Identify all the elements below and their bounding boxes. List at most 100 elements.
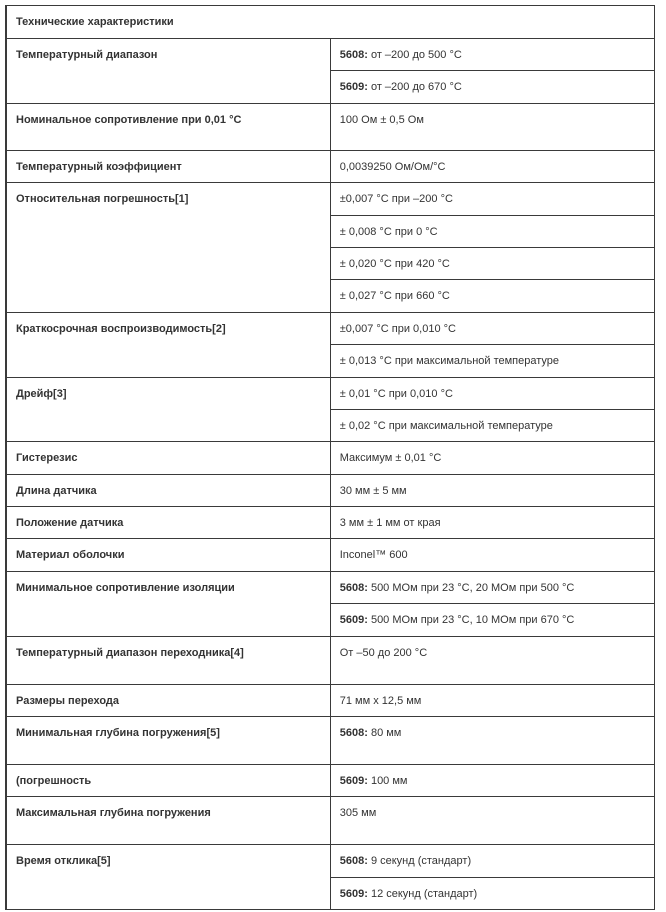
model-prefix: 5608: [339, 581, 368, 594]
spec-label: Гистерезис [4, 441, 331, 475]
value-text: 80 мм [367, 727, 402, 740]
spec-value: 3 мм ± 1 мм от края [329, 506, 656, 540]
value-text: 0,0039250 Ом/Ом/°C [339, 160, 446, 173]
table-row: Номинальное сопротивление при 0,01 °C 100… [4, 102, 656, 151]
value-text: ± 0,013 °C при максимальной температуре [339, 355, 560, 368]
value-text: 500 МОм при 23 °C, 10 МОм при 670 °C [367, 614, 575, 627]
table-row: Относительная погрешность[1] ±0,007 °C пр… [4, 182, 656, 313]
value-text: Максимум ± 0,01 °C [339, 452, 442, 465]
spec-label: Краткосрочная воспроизводимость[2] [4, 311, 331, 378]
spec-value: ± 0,020 °C при 420 °C [329, 246, 656, 281]
table-row: Размеры перехода 71 мм x 12,5 мм [4, 683, 656, 718]
specs-table: Технические характеристики Температурный… [4, 5, 656, 911]
table-row: 5609: 12 секунд (стандарт) [6, 876, 656, 911]
value-text: 305 мм [339, 807, 377, 820]
spec-label: Максимальная глубина погружения [4, 796, 331, 846]
spec-value: 30 мм ± 5 мм [329, 473, 656, 508]
spec-label: Температурный коэффициент [4, 149, 331, 184]
value-text: Inconel™ 600 [339, 549, 408, 562]
table-row: ± 0,027 °C при 660 °C [6, 279, 656, 313]
table-row: Положение датчика 3 мм ± 1 мм от края [4, 506, 656, 540]
spec-value: 5608: 9 секунд (стандарт) [329, 844, 656, 878]
model-prefix: 5608: [339, 49, 368, 61]
spec-value: ±0,007 °C при –200 °C [329, 182, 656, 216]
value-text: ± 0,020 °C при 420 °C [339, 257, 450, 270]
table-row: Максимальная глубина погружения 305 мм [4, 796, 656, 846]
spec-value: Максимум ± 0,01 °C [329, 441, 656, 475]
spec-value: 305 мм [329, 796, 656, 846]
table-row: Гистерезис Максимум ± 0,01 °C [4, 441, 656, 475]
model-prefix: 5609: [339, 775, 368, 788]
table-row: Минимальное сопротивление изоляции 5608: … [4, 570, 656, 637]
spec-label: Время отклика[5] [4, 844, 331, 911]
table-row: Материал оболочки Inconel™ 600 [4, 538, 656, 572]
table-row: 5609: от –200 до 670 °C [6, 70, 656, 104]
value-text: ± 0,027 °C при 660 °C [339, 290, 450, 303]
spec-value: 5608: 80 мм [329, 716, 656, 766]
table-row: Температурный коэффициент 0,0039250 Ом/Ом… [4, 149, 656, 184]
value-text: 9 секунд (стандарт) [367, 855, 472, 868]
spec-value: Inconel™ 600 [329, 538, 656, 572]
model-prefix: 5608: [339, 855, 368, 868]
spec-label: Положение датчика [4, 506, 331, 540]
value-text: ±0,007 °C при 0,010 °C [339, 322, 456, 335]
table-row: Длина датчика 30 мм ± 5 мм [4, 473, 656, 508]
table-row: ± 0,020 °C при 420 °C [6, 246, 656, 281]
spec-label: Номинальное сопротивление при 0,01 °C [4, 102, 331, 151]
spec-label: Относительная погрешность[1] [4, 182, 331, 313]
table-row: Минимальная глубина погружения[5] 5608: 8… [4, 716, 656, 766]
spec-value: 5608: 500 МОм при 23 °C, 20 МОм при 500 … [329, 570, 656, 605]
spec-value: 0,0039250 Ом/Ом/°C [329, 149, 656, 184]
spec-value: 5609: 100 мм [329, 764, 656, 798]
spec-value: 5609: 500 МОм при 23 °C, 10 МОм при 670 … [329, 603, 656, 637]
spec-label: (погрешность [4, 764, 331, 798]
table-row: Дрейф[3] ± 0,01 °C при 0,010 °C [4, 376, 656, 443]
spec-label: Размеры перехода [4, 683, 331, 718]
spec-value: ± 0,027 °C при 660 °C [329, 279, 656, 313]
value-text: 100 мм [367, 775, 408, 788]
spec-value: ± 0,02 °C при максимальной температуре [329, 408, 656, 443]
spec-value: 5608: от –200 до 500 °C [329, 37, 656, 72]
model-prefix: 5609: [339, 614, 368, 627]
model-prefix: 5609: [339, 81, 368, 94]
spec-label: Минимальная глубина погружения[5] [4, 716, 331, 766]
spec-value: 71 мм x 12,5 мм [329, 683, 656, 718]
spec-value: 5609: 12 секунд (стандарт) [329, 876, 656, 911]
table-row: Краткосрочная воспроизводимость[2] ±0,007… [4, 311, 656, 378]
table-title: Технические характеристики [5, 5, 655, 39]
model-prefix: 5608: [339, 727, 368, 740]
value-text: 100 Ом ± 0,5 Ом [339, 113, 424, 126]
table-row: (погрешность 5609: 100 мм [4, 764, 656, 798]
value-text: от –200 до 500 °C [367, 49, 462, 61]
spec-value: ±0,007 °C при 0,010 °C [329, 311, 656, 346]
table-row: 5609: 500 МОм при 23 °C, 10 МОм при 670 … [6, 603, 656, 637]
value-text: От –50 до 200 °C [339, 646, 428, 659]
model-prefix: 5609: [339, 887, 368, 900]
spec-label: Температурный диапазон [4, 38, 331, 104]
table-row: Температурный диапазон 5608: от –200 до 5… [4, 37, 656, 104]
value-text: 500 МОм при 23 °C, 20 МОм при 500 °C [367, 581, 575, 594]
value-text: 71 мм x 12,5 мм [339, 694, 422, 707]
spec-value: От –50 до 200 °C [329, 635, 656, 685]
value-text: ± 0,008 °C при 0 °C [339, 225, 438, 238]
value-text: ±0,007 °C при –200 °C [339, 193, 453, 206]
spec-value: ± 0,008 °C при 0 °C [329, 214, 656, 248]
spec-label: Дрейф[3] [4, 376, 331, 443]
spec-label: Материал оболочки [4, 538, 331, 572]
value-text: ± 0,02 °C при максимальной температуре [339, 419, 553, 432]
value-text: 30 мм ± 5 мм [339, 484, 407, 497]
table-row: Температурный диапазон переходника[4] От … [4, 635, 656, 685]
value-text: 12 секунд (стандарт) [367, 887, 478, 900]
table-row: Время отклика[5] 5608: 9 секунд (стандарт… [4, 844, 656, 911]
table-header-row: Технические характеристики [5, 5, 655, 39]
spec-label: Минимальное сопротивление изоляции [4, 570, 331, 637]
value-text: 3 мм ± 1 мм от края [339, 517, 441, 530]
value-text: ± 0,01 °C при 0,010 °C [339, 387, 453, 400]
spec-value: 100 Ом ± 0,5 Ом [329, 102, 656, 151]
spec-label: Температурный диапазон переходника[4] [4, 635, 331, 685]
table-row: ± 0,008 °C при 0 °C [6, 214, 656, 248]
spec-value: ± 0,01 °C при 0,010 °C [329, 376, 656, 410]
spec-value: 5609: от –200 до 670 °C [329, 70, 656, 104]
spec-label: Длина датчика [4, 473, 331, 508]
value-text: от –200 до 670 °C [367, 81, 462, 94]
